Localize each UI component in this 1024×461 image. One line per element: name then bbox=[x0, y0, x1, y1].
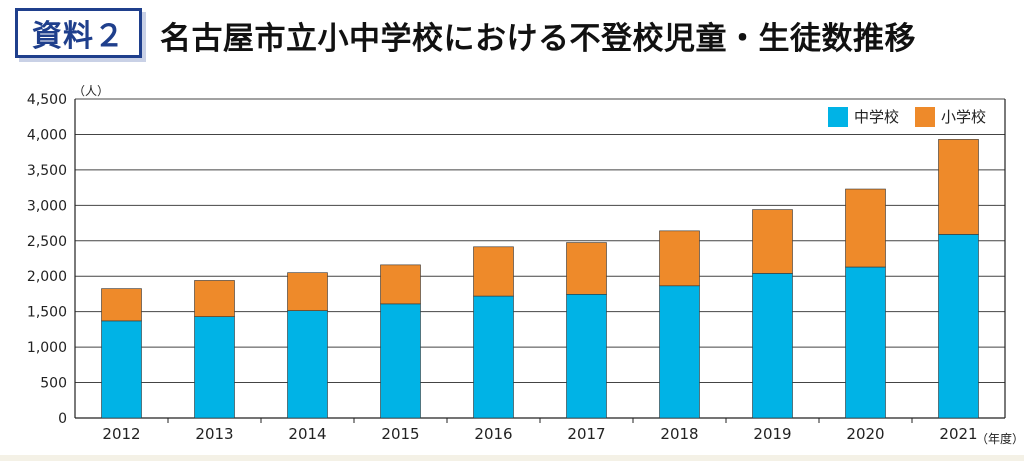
x-tick-label: 2015 bbox=[381, 425, 419, 443]
x-tick-label: 2014 bbox=[288, 425, 326, 443]
y-tick-label: 3,500 bbox=[27, 163, 67, 179]
bar-segment-elementary bbox=[938, 139, 979, 235]
bar-segment-elementary bbox=[287, 272, 328, 311]
x-tick-label: 2021 bbox=[939, 425, 977, 443]
x-axis-unit: （年度） bbox=[976, 432, 1024, 446]
legend-swatch-elementary bbox=[915, 106, 936, 127]
bar-segment-junior-high bbox=[566, 293, 607, 419]
chart-title: 名古屋市立小中学校における不登校児童・生徒数推移 bbox=[160, 21, 916, 57]
legend-item-junior-high: 中学校 bbox=[828, 106, 899, 127]
bar-segment-junior-high bbox=[845, 266, 886, 419]
document-badge: 資料２ bbox=[15, 8, 142, 58]
y-tick-label: 4,000 bbox=[27, 127, 67, 143]
bar-segment-elementary bbox=[101, 288, 142, 322]
x-tick-label: 2012 bbox=[102, 425, 140, 443]
y-tick-label: 3,000 bbox=[27, 198, 67, 214]
x-tick-label: 2020 bbox=[846, 425, 884, 443]
bar-segment-elementary bbox=[194, 280, 235, 317]
legend-item-elementary: 小学校 bbox=[915, 106, 986, 127]
legend-label-elementary: 小学校 bbox=[941, 108, 987, 126]
y-tick-label: 2,000 bbox=[27, 269, 67, 285]
y-tick-label: 4,500 bbox=[27, 92, 67, 108]
bar-segment-junior-high bbox=[752, 273, 793, 419]
bar-segment-junior-high bbox=[194, 316, 235, 419]
bar-segment-junior-high bbox=[380, 303, 421, 419]
bar-segment-junior-high bbox=[101, 320, 142, 419]
x-tick-label: 2013 bbox=[195, 425, 233, 443]
x-tick-label: 2016 bbox=[474, 425, 512, 443]
legend-swatch-junior-high bbox=[828, 106, 848, 127]
bar-segment-elementary bbox=[845, 188, 886, 268]
x-tick-label: 2018 bbox=[660, 425, 698, 443]
legend: 中学校 小学校 bbox=[828, 106, 1002, 127]
bar-segment-junior-high bbox=[473, 295, 514, 419]
page-bottom-strip bbox=[0, 455, 1024, 461]
bar-segment-elementary bbox=[566, 242, 607, 295]
legend-label-junior-high: 中学校 bbox=[854, 108, 900, 126]
y-tick-label: 2,500 bbox=[27, 234, 67, 250]
bar-segment-elementary bbox=[380, 264, 421, 305]
x-tick-label: 2019 bbox=[753, 425, 791, 443]
bar-segment-junior-high bbox=[287, 310, 328, 419]
y-tick-label: 500 bbox=[40, 376, 67, 392]
y-axis-unit: （人） bbox=[73, 84, 110, 98]
y-tick-label: 1,000 bbox=[27, 340, 67, 356]
bar-segment-elementary bbox=[473, 246, 514, 297]
bar-segment-elementary bbox=[752, 209, 793, 274]
bar-segment-junior-high bbox=[938, 234, 979, 419]
header: 資料２ 名古屋市立小中学校における不登校児童・生徒数推移 bbox=[0, 0, 1024, 80]
bar-segment-junior-high bbox=[659, 285, 700, 419]
y-tick-label: 0 bbox=[58, 411, 67, 427]
bar-segment-elementary bbox=[659, 230, 700, 287]
x-tick-label: 2017 bbox=[567, 425, 605, 443]
y-tick-label: 1,500 bbox=[27, 305, 67, 321]
